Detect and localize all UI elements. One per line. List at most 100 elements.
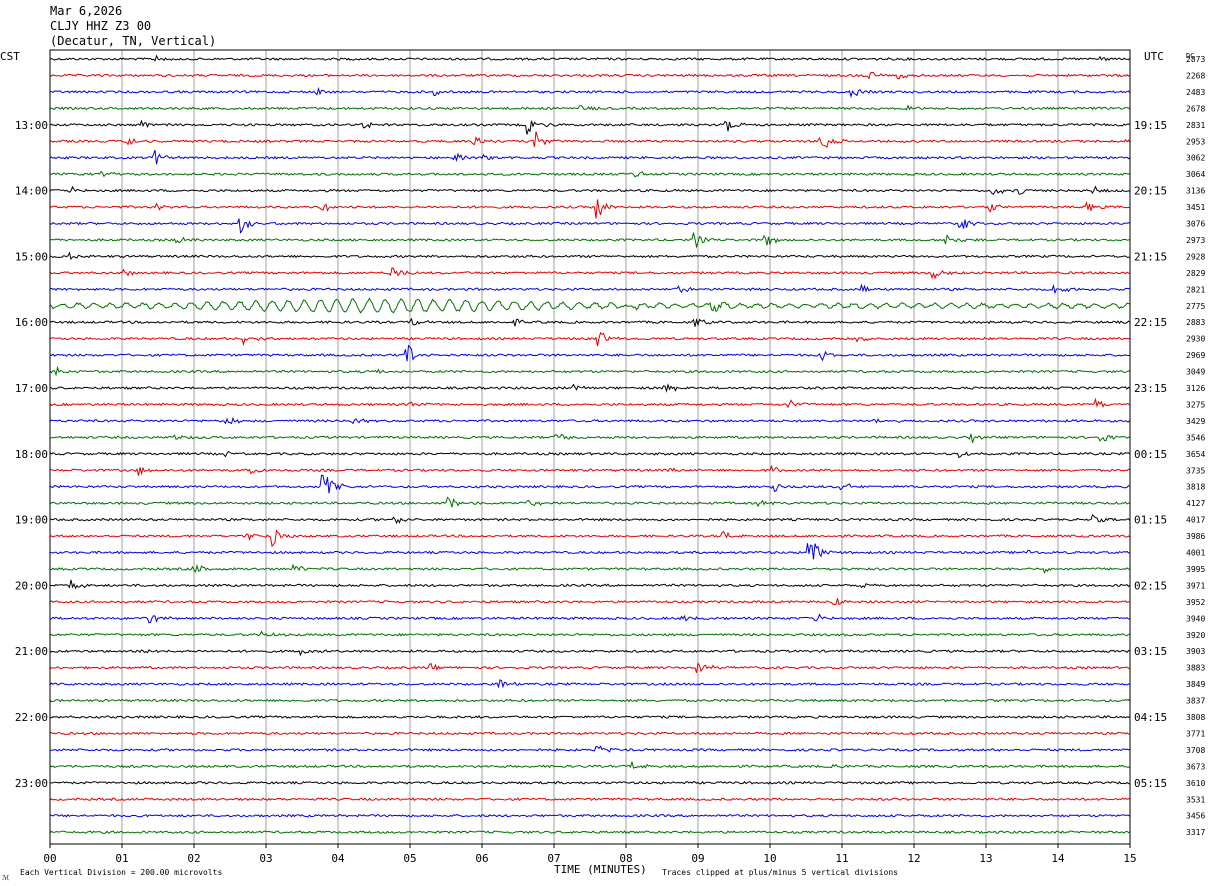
x-tick-label: 09: [691, 852, 704, 865]
trace-line: [49, 797, 1131, 802]
trace-line: [49, 199, 1131, 219]
trace-line: [49, 86, 1131, 99]
plot-frame: [49, 49, 1131, 845]
clip-note: Traces clipped at plus/minus 5 vertical …: [662, 868, 898, 877]
dc-offset-label: 3673: [1186, 762, 1205, 771]
right-hour-label: 23:15: [1134, 382, 1167, 395]
right-hour-label: 21:15: [1134, 250, 1167, 263]
dc-offset-label: 3735: [1186, 466, 1205, 475]
dc-offset-label: 3971: [1186, 581, 1205, 590]
x-tick-label: 12: [907, 852, 920, 865]
left-hour-label: 19:00: [15, 514, 48, 527]
left-hour-label: 18:00: [15, 448, 48, 461]
dc-offset-label: 2821: [1186, 285, 1205, 294]
dc-offset-label: 2883: [1186, 318, 1205, 327]
left-hour-label: 23:00: [15, 777, 48, 790]
x-tick-label: 00: [43, 852, 56, 865]
dc-offset-label: 2483: [1186, 88, 1205, 97]
dc-offset-label: 3451: [1186, 203, 1205, 212]
traces: [49, 54, 1131, 835]
trace-line: [49, 780, 1131, 785]
x-tick-label: 11: [835, 852, 848, 865]
dc-offset-label: 2973: [1186, 236, 1205, 245]
trace-line: [49, 474, 1131, 494]
x-tick-label: 02: [187, 852, 200, 865]
dc-offset-label: 2953: [1186, 137, 1205, 146]
dc-offset-label: 3126: [1186, 384, 1205, 393]
dc-offset-label: 4017: [1186, 516, 1205, 525]
labels: 00 01 02 03 04 05 06 07 08 09 10 11 12 13 14 15 2873 2268…: [15, 55, 1206, 865]
right-hour-label: 02:15: [1134, 579, 1167, 592]
trace-line: [49, 232, 1131, 249]
dc-offset-label: 3136: [1186, 187, 1205, 196]
dc-offset-label: 3883: [1186, 664, 1205, 673]
trace-line: [49, 598, 1131, 606]
trace-line: [49, 149, 1131, 165]
trace-line: [49, 218, 1131, 234]
dc-offset-label: 3062: [1186, 154, 1205, 163]
dc-offset-label: 3654: [1186, 450, 1205, 459]
dc-offset-label: 2775: [1186, 302, 1205, 311]
dc-offset-label: 3317: [1186, 828, 1205, 837]
right-hour-label: 22:15: [1134, 316, 1167, 329]
dc-offset-label: 4127: [1186, 499, 1205, 508]
trace-line: [49, 397, 1131, 409]
trace-line: [49, 745, 1131, 753]
x-tick-label: 05: [403, 852, 416, 865]
plot-station: CLJY HHZ Z3 00: [50, 19, 152, 33]
dc-offset-label: 3610: [1186, 779, 1205, 788]
dc-offset-label: 3995: [1186, 565, 1205, 574]
trace-line: [49, 830, 1131, 835]
trace-line: [49, 543, 1131, 560]
dc-offset-label: 3849: [1186, 680, 1205, 689]
dc-offset-label: 2969: [1186, 351, 1205, 360]
right-hour-label: 05:15: [1134, 777, 1167, 790]
trace-line: [49, 416, 1131, 425]
right-zone-label: UTC: [1144, 50, 1164, 63]
dc-offset-label: 3708: [1186, 746, 1205, 755]
left-hour-label: 16:00: [15, 316, 48, 329]
x-tick-label: 04: [331, 852, 345, 865]
dc-offset-label: 3940: [1186, 614, 1205, 623]
trace-line: [49, 433, 1131, 444]
trace-line: [49, 383, 1131, 393]
trace-line: [49, 251, 1131, 261]
dc-offset-label: 3986: [1186, 532, 1205, 541]
plot-date: Mar 6,2026: [50, 4, 123, 18]
trace-line: [49, 715, 1131, 719]
left-hour-label: 22:00: [15, 711, 48, 724]
dc-offset-label: 4001: [1186, 549, 1205, 558]
trace-line: [49, 613, 1131, 624]
trace-line: [49, 731, 1131, 736]
dc-offset-label: 3808: [1186, 713, 1205, 722]
dc-label: DC: [1186, 52, 1194, 60]
trace-line: [49, 450, 1131, 459]
x-tick-label: 14: [1051, 852, 1065, 865]
right-hour-label: 19:15: [1134, 119, 1167, 132]
trace-line: [49, 630, 1131, 637]
trace-line: [49, 464, 1131, 476]
plot-header: Mar 6,2026 CLJY HHZ Z3 00 (Decatur, TN, …: [50, 4, 216, 49]
dc-offset-label: 2930: [1186, 335, 1205, 344]
left-hour-label: 21:00: [15, 645, 48, 658]
x-tick-label: 03: [259, 852, 272, 865]
dc-offset-label: 3546: [1186, 433, 1205, 442]
x-tick-label: 07: [547, 852, 560, 865]
trace-line: [49, 283, 1131, 295]
trace-line: [49, 698, 1131, 703]
dc-offset-label: 3920: [1186, 631, 1205, 640]
x-tick-label: 01: [115, 852, 128, 865]
corner-mark: ℳ: [2, 874, 10, 882]
dc-offset-label: 3429: [1186, 417, 1205, 426]
x-tick-label: 08: [619, 852, 632, 865]
left-hour-label: 17:00: [15, 382, 48, 395]
dc-offset-label: 3076: [1186, 220, 1205, 229]
trace-line: [49, 344, 1130, 362]
dc-offset-label: 2678: [1186, 104, 1205, 113]
x-tick-label: 15: [1123, 852, 1136, 865]
x-tick-label: 10: [763, 852, 776, 865]
dc-offset-label: 2873: [1186, 55, 1205, 64]
x-tick-label: 13: [979, 852, 992, 865]
left-hour-label: 15:00: [15, 250, 48, 263]
